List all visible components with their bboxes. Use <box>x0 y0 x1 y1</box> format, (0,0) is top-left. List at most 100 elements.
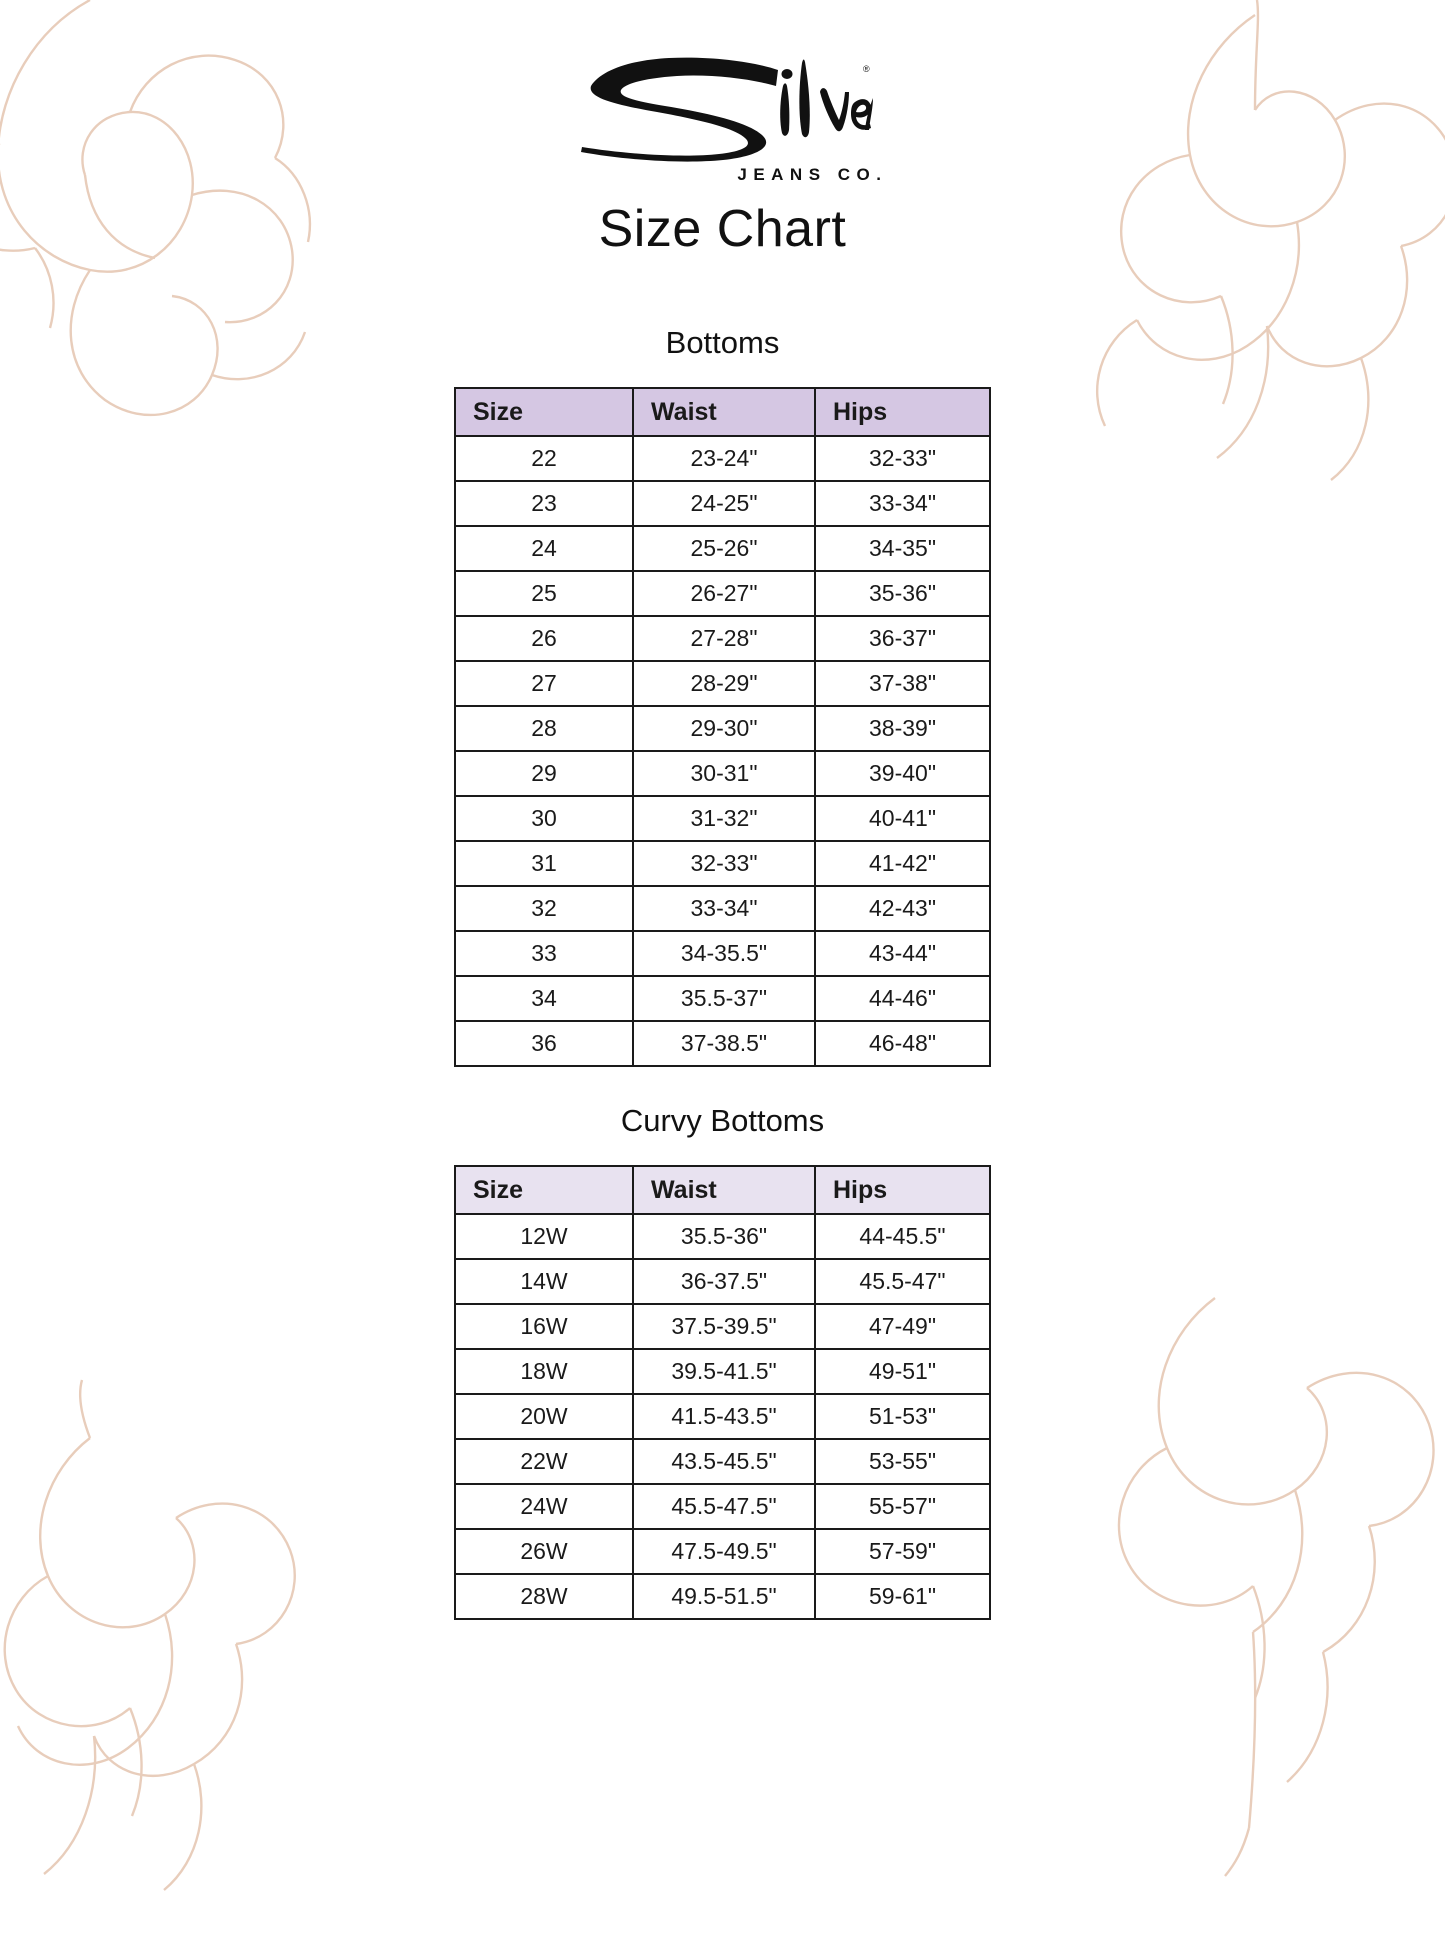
table-row: 33 34-35.5" 43-44" <box>454 930 991 977</box>
cell-size: 34 <box>454 975 634 1022</box>
table-row: 12W 35.5-36" 44-45.5" <box>454 1213 991 1260</box>
cell-hips: 36-37" <box>814 615 991 662</box>
table-header-row: Size Waist Hips <box>454 1165 991 1215</box>
table-row: 18W 39.5-41.5" 49-51" <box>454 1348 991 1395</box>
table-row: 34 35.5-37" 44-46" <box>454 975 991 1022</box>
cell-waist: 23-24" <box>632 435 816 482</box>
table-row: 26 27-28" 36-37" <box>454 615 991 662</box>
table-row: 30 31-32" 40-41" <box>454 795 991 842</box>
cell-waist: 43.5-45.5" <box>632 1438 816 1485</box>
registered-trademark-symbol: ® <box>863 64 870 74</box>
cell-waist: 49.5-51.5" <box>632 1573 816 1620</box>
cell-size: 20W <box>454 1393 634 1440</box>
cell-waist: 45.5-47.5" <box>632 1483 816 1530</box>
table-row: 29 30-31" 39-40" <box>454 750 991 797</box>
cell-hips: 49-51" <box>814 1348 991 1395</box>
cell-waist: 27-28" <box>632 615 816 662</box>
cell-hips: 44-45.5" <box>814 1213 991 1260</box>
cell-size: 23 <box>454 480 634 527</box>
cell-size: 27 <box>454 660 634 707</box>
cell-size: 28 <box>454 705 634 752</box>
table-row: 26W 47.5-49.5" 57-59" <box>454 1528 991 1575</box>
cell-size: 18W <box>454 1348 634 1395</box>
brand-tagline: JEANS CO. <box>737 165 888 184</box>
table-row: 28W 49.5-51.5" 59-61" <box>454 1573 991 1620</box>
cell-waist: 34-35.5" <box>632 930 816 977</box>
table-row: 24W 45.5-47.5" 55-57" <box>454 1483 991 1530</box>
cell-size: 24 <box>454 525 634 572</box>
column-header-hips: Hips <box>814 1165 991 1215</box>
cell-size: 16W <box>454 1303 634 1350</box>
bottoms-table-body: 22 23-24" 32-33" 23 24-25" 33-34" 24 25-26" 34… <box>454 435 991 1067</box>
section-title-curvy-bottoms: Curvy Bottoms <box>620 1103 825 1138</box>
column-header-waist: Waist <box>632 387 816 437</box>
column-header-hips: Hips <box>814 387 991 437</box>
cell-hips: 32-33" <box>814 435 991 482</box>
table-header-row: Size Waist Hips <box>454 387 991 437</box>
cell-size: 22 <box>454 435 634 482</box>
cell-hips: 37-38" <box>814 660 991 707</box>
table-row: 25 26-27" 35-36" <box>454 570 991 617</box>
cell-size: 22W <box>454 1438 634 1485</box>
cell-size: 24W <box>454 1483 634 1530</box>
cell-size: 33 <box>454 930 634 977</box>
curvy-bottoms-size-table: Size Waist Hips 12W 35.5-36" 44-45.5" 14W 3… <box>454 1165 991 1620</box>
cell-waist: 35.5-36" <box>632 1213 816 1260</box>
table-row: 22 23-24" 32-33" <box>454 435 991 482</box>
cell-hips: 35-36" <box>814 570 991 617</box>
table-row: 27 28-29" 37-38" <box>454 660 991 707</box>
cell-hips: 39-40" <box>814 750 991 797</box>
column-header-size: Size <box>454 387 634 437</box>
cell-hips: 59-61" <box>814 1573 991 1620</box>
cell-hips: 43-44" <box>814 930 991 977</box>
cell-size: 12W <box>454 1213 634 1260</box>
cell-size: 31 <box>454 840 634 887</box>
cell-hips: 55-57" <box>814 1483 991 1530</box>
cell-hips: 34-35" <box>814 525 991 572</box>
cell-waist: 36-37.5" <box>632 1258 816 1305</box>
cell-hips: 42-43" <box>814 885 991 932</box>
cell-size: 32 <box>454 885 634 932</box>
cell-hips: 57-59" <box>814 1528 991 1575</box>
cell-hips: 46-48" <box>814 1020 991 1067</box>
silver-wordmark-icon: ® <box>580 57 873 162</box>
column-header-waist: Waist <box>632 1165 816 1215</box>
cell-waist: 47.5-49.5" <box>632 1528 816 1575</box>
table-row: 20W 41.5-43.5" 51-53" <box>454 1393 991 1440</box>
cell-waist: 35.5-37" <box>632 975 816 1022</box>
cell-size: 36 <box>454 1020 634 1067</box>
cell-hips: 41-42" <box>814 840 991 887</box>
cell-hips: 38-39" <box>814 705 991 752</box>
section-title-bottoms: Bottoms <box>665 325 780 360</box>
cell-waist: 41.5-43.5" <box>632 1393 816 1440</box>
cell-waist: 26-27" <box>632 570 816 617</box>
table-row: 22W 43.5-45.5" 53-55" <box>454 1438 991 1485</box>
cell-waist: 25-26" <box>632 525 816 572</box>
cell-hips: 53-55" <box>814 1438 991 1485</box>
cell-size: 26W <box>454 1528 634 1575</box>
cell-waist: 29-30" <box>632 705 816 752</box>
cell-waist: 24-25" <box>632 480 816 527</box>
curvy-bottoms-table-body: 12W 35.5-36" 44-45.5" 14W 36-37.5" 45.5-47" … <box>454 1213 991 1620</box>
table-row: 32 33-34" 42-43" <box>454 885 991 932</box>
cell-hips: 45.5-47" <box>814 1258 991 1305</box>
cell-size: 30 <box>454 795 634 842</box>
cell-size: 29 <box>454 750 634 797</box>
cell-size: 25 <box>454 570 634 617</box>
cell-hips: 40-41" <box>814 795 991 842</box>
cell-waist: 30-31" <box>632 750 816 797</box>
column-header-size: Size <box>454 1165 634 1215</box>
cell-hips: 47-49" <box>814 1303 991 1350</box>
table-row: 24 25-26" 34-35" <box>454 525 991 572</box>
table-row: 16W 37.5-39.5" 47-49" <box>454 1303 991 1350</box>
cell-waist: 39.5-41.5" <box>632 1348 816 1395</box>
table-row: 31 32-33" 41-42" <box>454 840 991 887</box>
cell-waist: 33-34" <box>632 885 816 932</box>
cell-size: 26 <box>454 615 634 662</box>
brand-logo: ® JEANS CO. <box>558 48 888 185</box>
table-row: 23 24-25" 33-34" <box>454 480 991 527</box>
cell-waist: 37.5-39.5" <box>632 1303 816 1350</box>
table-row: 28 29-30" 38-39" <box>454 705 991 752</box>
bottoms-size-table: Size Waist Hips 22 23-24" 32-33" 23 24-25" 3… <box>454 387 991 1067</box>
